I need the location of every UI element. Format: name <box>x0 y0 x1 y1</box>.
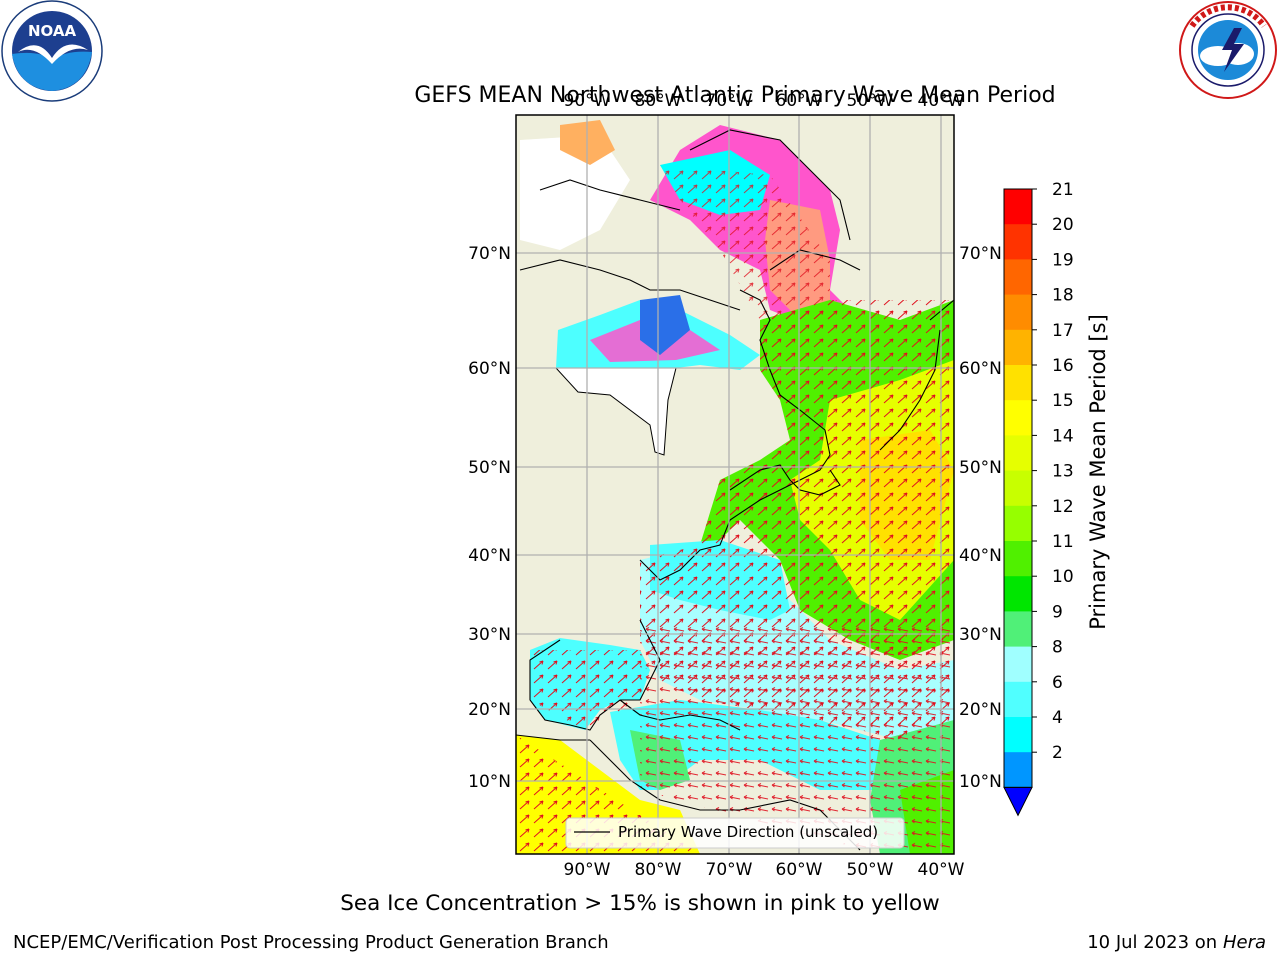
colorbar-tick-label: 16 <box>1052 356 1074 376</box>
colorbar-segment <box>1004 717 1032 753</box>
footer-date: 10 Jul 2023 on Hera <box>1087 932 1266 953</box>
colorbar-tick-label: 21 <box>1052 180 1074 200</box>
lat-label: 40°N <box>468 546 511 566</box>
colorbar-segment <box>1004 365 1032 401</box>
lon-label: 40°W <box>918 860 965 880</box>
lon-label: 60°W <box>776 860 823 880</box>
colorbar-segment <box>1004 259 1032 296</box>
lon-label: 90°W <box>564 860 611 880</box>
colorbar-tick-label: 17 <box>1052 321 1074 341</box>
colorbar-tick-label: 19 <box>1052 250 1074 270</box>
colorbar-segment <box>1004 435 1032 472</box>
colorbar-segment <box>1004 470 1032 507</box>
lat-label: 60°N <box>959 359 1002 379</box>
footer-branch: NCEP/EMC/Verification Post Processing Pr… <box>13 932 609 953</box>
colorbar: 21 20 19 18 17 16 15 14 13 12 11 10 9 8 6 4 2 <box>1003 180 1074 817</box>
lat-label: 30°N <box>468 625 511 645</box>
lat-label: 20°N <box>468 700 511 720</box>
colorbar-tick-label: 8 <box>1052 638 1063 658</box>
lat-label: 50°N <box>959 458 1002 478</box>
lon-label: 50°W <box>847 91 894 111</box>
colorbar-tick-label: 18 <box>1052 286 1074 306</box>
lat-labels-left: 70°N 60°N 50°N 40°N 30°N 20°N 10°N <box>468 244 511 792</box>
lat-label: 20°N <box>959 700 1002 720</box>
lat-label: 60°N <box>468 359 511 379</box>
colorbar-tick-label: 15 <box>1052 391 1074 411</box>
lat-label: 40°N <box>959 546 1002 566</box>
noaa-logo-text: NOAA <box>28 22 77 40</box>
map-frame <box>515 114 955 855</box>
colorbar-segment <box>1004 752 1032 788</box>
title-line-1: GEFS MEAN Northwest Atlantic Primary Wav… <box>414 83 1056 108</box>
colorbar-tick-label: 9 <box>1052 602 1063 622</box>
colorbar-tick-label: 13 <box>1052 462 1074 482</box>
colorbar-segment <box>1004 294 1032 331</box>
colorbar-segment <box>1004 611 1032 648</box>
colorbar-tick-label: 10 <box>1052 567 1074 587</box>
lon-label: 80°W <box>635 860 682 880</box>
colorbar-tick-label: 2 <box>1052 743 1063 763</box>
nws-logo-icon <box>1179 1 1277 99</box>
lon-labels-bottom: 90°W 80°W 70°W 60°W 50°W 40°W <box>564 860 965 880</box>
lon-label: 90°W <box>564 91 611 111</box>
footer-host: Hera <box>1222 932 1266 953</box>
colorbar-label: Primary Wave Mean Period [s] <box>1086 314 1110 630</box>
colorbar-frame <box>1003 188 1033 788</box>
colorbar-tick-label: 12 <box>1052 497 1074 517</box>
colorbar-segment <box>1004 576 1032 612</box>
lon-label: 80°W <box>635 91 682 111</box>
lon-label: 70°W <box>706 860 753 880</box>
colorbar-segment <box>1004 505 1032 542</box>
footer-date-text: 10 Jul 2023 on <box>1087 932 1223 953</box>
sea-ice-caption: Sea Ice Concentration > 15% is shown in … <box>340 891 940 916</box>
lat-label: 50°N <box>468 458 511 478</box>
colorbar-segment <box>1004 681 1032 718</box>
colorbar-segment <box>1004 400 1032 436</box>
map-fields <box>516 115 954 854</box>
colorbar-tick-label: 14 <box>1052 426 1074 446</box>
lat-label: 30°N <box>959 625 1002 645</box>
lon-label: 60°W <box>776 91 823 111</box>
colorbar-tick-label: 20 <box>1052 215 1074 235</box>
colorbar-segment <box>1004 329 1032 366</box>
noaa-logo-icon: NOAA <box>1 0 103 102</box>
lon-label: 40°W <box>918 91 965 111</box>
lat-label: 10°N <box>959 772 1002 792</box>
lat-label: 70°N <box>468 244 511 264</box>
lon-labels-top: 90°W 80°W 70°W 60°W 50°W 40°W <box>564 91 965 111</box>
colorbar-tick-label: 11 <box>1052 532 1074 552</box>
lat-label: 10°N <box>468 772 511 792</box>
lat-label: 70°N <box>959 244 1002 264</box>
colorbar-tick-label: 4 <box>1052 708 1063 728</box>
map-legend: Primary Wave Direction (unscaled) <box>565 817 905 849</box>
colorbar-segment <box>1004 224 1032 260</box>
lon-label: 50°W <box>847 860 894 880</box>
colorbar-segment <box>1004 646 1032 683</box>
colorbar-under-arrow <box>1003 786 1033 817</box>
lon-label: 70°W <box>706 91 753 111</box>
colorbar-segment <box>1004 541 1032 577</box>
legend-label: Primary Wave Direction (unscaled) <box>618 823 878 841</box>
colorbar-segment <box>1004 189 1032 225</box>
lat-labels-right: 70°N 60°N 50°N 40°N 30°N 20°N 10°N <box>959 244 1002 792</box>
colorbar-tick-label: 6 <box>1052 673 1063 693</box>
